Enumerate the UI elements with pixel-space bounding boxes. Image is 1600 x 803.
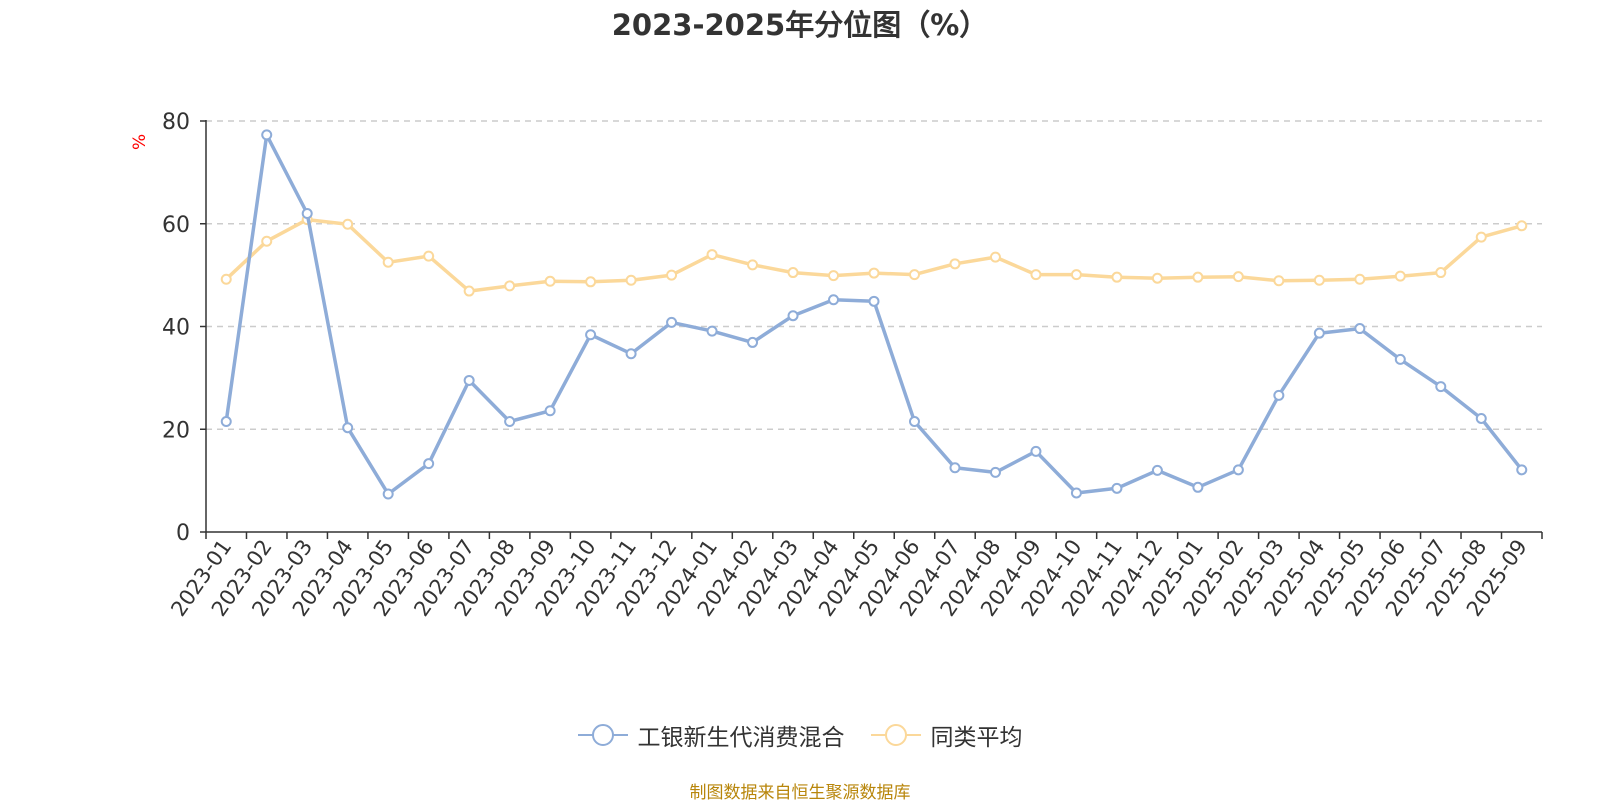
data-point-0 (261, 129, 273, 141)
data-point-1 (261, 235, 273, 247)
data-point-0 (504, 416, 516, 428)
data-point-0 (787, 310, 799, 322)
data-point-0 (989, 466, 1001, 478)
data-point-0 (544, 405, 556, 417)
data-point-1 (828, 270, 840, 282)
data-point-1 (220, 273, 232, 285)
data-point-1 (706, 249, 718, 261)
data-point-1 (1354, 273, 1366, 285)
data-point-1 (1435, 267, 1447, 279)
legend-item-fund[interactable]: 工银新生代消费混合 (577, 718, 845, 752)
data-point-0 (1354, 323, 1366, 335)
data-point-1 (787, 267, 799, 279)
data-point-1 (1111, 271, 1123, 283)
data-point-0 (463, 374, 475, 386)
data-point-0 (423, 458, 435, 470)
y-tick-label: 20 (162, 418, 190, 443)
data-point-1 (1475, 231, 1487, 243)
series-line-1 (224, 217, 1524, 293)
data-point-0 (220, 416, 232, 428)
data-point-1 (989, 251, 1001, 263)
series-line-0 (224, 133, 1524, 496)
data-point-0 (1151, 464, 1163, 476)
legend-swatch-average (870, 724, 921, 746)
data-point-0 (747, 336, 759, 348)
data-point-1 (747, 259, 759, 271)
data-point-1 (868, 267, 880, 279)
data-point-0 (1435, 381, 1447, 393)
legend-label-fund: 工银新生代消费混合 (637, 725, 845, 751)
data-point-0 (1475, 412, 1487, 424)
data-point-1 (1192, 271, 1204, 283)
data-point-1 (625, 274, 637, 286)
data-point-1 (1232, 271, 1244, 283)
data-point-0 (666, 316, 678, 328)
y-tick-label: 40 (162, 316, 190, 341)
data-point-1 (1313, 274, 1325, 286)
data-point-0 (706, 325, 718, 337)
data-point-1 (585, 276, 597, 288)
data-point-1 (463, 285, 475, 297)
legend-label-average: 同类平均 (930, 725, 1023, 751)
y-tick-label: 80 (162, 110, 190, 135)
data-point-0 (1070, 487, 1082, 499)
data-point-1 (666, 269, 678, 281)
legend-swatch-fund (577, 724, 628, 746)
plot-area: 0204060802023-012023-022023-032023-04202… (162, 110, 1543, 621)
data-point-0 (949, 462, 961, 474)
data-point-0 (1111, 482, 1123, 494)
data-point-1 (1273, 275, 1285, 287)
legend: 工银新生代消费混合 同类平均 (0, 718, 1600, 752)
data-point-0 (382, 488, 394, 500)
data-point-0 (1313, 327, 1325, 339)
data-point-0 (908, 416, 920, 428)
data-point-1 (504, 280, 516, 292)
y-tick-label: 0 (176, 521, 190, 546)
data-point-0 (1030, 445, 1042, 457)
data-point-1 (342, 218, 354, 230)
data-point-0 (828, 294, 840, 306)
data-point-1 (382, 256, 394, 268)
chart-title: 2023-2025年分位图（%） (611, 8, 989, 42)
data-point-0 (342, 422, 354, 434)
data-point-1 (949, 258, 961, 270)
data-point-1 (1070, 269, 1082, 281)
data-point-1 (1394, 270, 1406, 282)
data-point-0 (1192, 481, 1204, 493)
data-point-0 (585, 329, 597, 341)
data-point-1 (544, 275, 556, 287)
data-point-1 (423, 250, 435, 262)
data-point-1 (1516, 220, 1528, 232)
data-point-0 (1516, 464, 1528, 476)
data-source-note: 制图数据来自恒生聚源数据库 (689, 783, 911, 803)
data-point-0 (1232, 464, 1244, 476)
data-point-0 (625, 348, 637, 360)
data-point-0 (301, 207, 313, 219)
data-point-1 (1030, 269, 1042, 281)
legend-item-average[interactable]: 同类平均 (870, 718, 1023, 752)
data-point-0 (1394, 353, 1406, 365)
data-point-1 (1151, 272, 1163, 284)
data-point-0 (868, 295, 880, 307)
data-point-1 (908, 269, 920, 281)
y-tick-label: 60 (162, 213, 190, 238)
data-point-0 (1273, 389, 1285, 401)
